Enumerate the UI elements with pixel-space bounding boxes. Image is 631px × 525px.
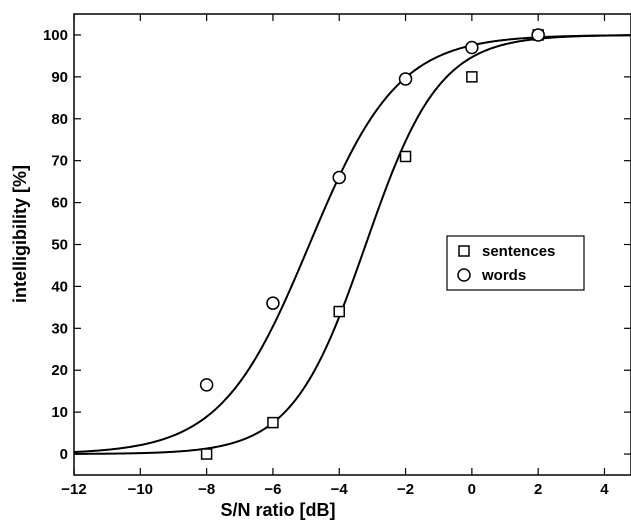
y-tick-label: 90 xyxy=(51,69,68,86)
sentences-point xyxy=(267,416,279,429)
y-tick-label: 20 xyxy=(51,362,68,379)
legend-box xyxy=(446,235,585,291)
words-point xyxy=(199,378,214,392)
y-tick-label: 80 xyxy=(51,111,68,128)
sentences-point xyxy=(466,71,478,83)
y-tick-label: 60 xyxy=(51,195,68,212)
data-points xyxy=(199,28,545,460)
y-tick-label: 0 xyxy=(60,446,68,463)
y-tick-label: 10 xyxy=(51,404,68,421)
y-tick-label: 50 xyxy=(51,237,68,254)
x-tick-label: −2 xyxy=(397,481,414,498)
x-tick-label: −4 xyxy=(331,481,349,498)
y-tick-label: 100 xyxy=(43,27,68,44)
sentences-point xyxy=(333,305,345,318)
words-point xyxy=(332,170,346,185)
legend-marker-sentences xyxy=(458,245,470,257)
x-tick-label: −12 xyxy=(61,481,86,498)
words-point xyxy=(398,72,413,86)
y-tick-label: 70 xyxy=(51,153,68,170)
y-tick-label: 30 xyxy=(51,320,68,337)
words-point xyxy=(531,28,545,42)
y-axis-label: intelligibility [%] xyxy=(10,165,30,303)
legend-marker-words xyxy=(457,268,471,282)
sentences-point xyxy=(399,150,412,163)
words-point xyxy=(266,296,280,310)
x-tick-label: 2 xyxy=(534,481,542,498)
x-tick-label: 4 xyxy=(600,481,609,498)
x-tick-label: −10 xyxy=(128,481,153,498)
legend-label-words: words xyxy=(481,267,526,284)
x-tick-label: −8 xyxy=(198,481,215,498)
words-point xyxy=(465,40,479,55)
legend-label-sentences: sentences xyxy=(482,243,555,260)
legend: sentences words xyxy=(446,235,585,291)
x-tick-label: 0 xyxy=(468,481,476,498)
x-tick-label: −6 xyxy=(264,481,281,498)
x-axis-label: S/N ratio [dB] xyxy=(221,500,336,520)
y-tick-label: 40 xyxy=(51,278,68,295)
sentences-point xyxy=(200,448,213,460)
